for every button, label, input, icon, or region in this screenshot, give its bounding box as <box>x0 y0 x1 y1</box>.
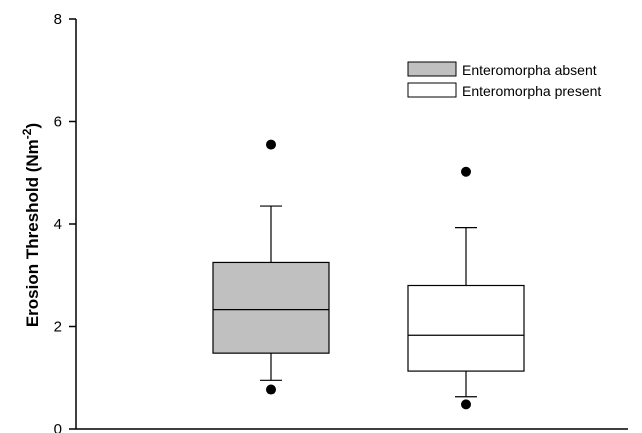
legend-label: Enteromorpha present <box>462 83 601 99</box>
y-axis-title: Erosion Threshold (Nm-2) <box>20 123 42 327</box>
y-tick-label: 2 <box>54 319 62 336</box>
outlier-point <box>266 384 276 395</box>
box-2 <box>407 166 525 410</box>
y-tick-label: 8 <box>54 11 62 28</box>
y-axis-title-superscript: -2 <box>20 128 34 139</box>
legend-item: Enteromorpha present <box>407 82 601 99</box>
legend-item: Enteromorpha absent <box>407 61 597 78</box>
outlier-point <box>266 139 276 150</box>
box-1 <box>212 139 330 395</box>
y-tick-label: 4 <box>54 216 62 233</box>
legend-swatch <box>407 61 457 77</box>
box-iqr <box>407 284 525 372</box>
legend: Enteromorpha absent Enteromorpha present <box>407 61 601 99</box>
box-iqr <box>212 261 330 354</box>
outlier-point <box>461 166 471 177</box>
plot-area <box>212 139 525 410</box>
y-tick-label: 0 <box>54 421 62 433</box>
y-tick-label: 6 <box>54 114 62 131</box>
legend-label: Enteromorpha absent <box>462 62 597 78</box>
legend-swatch <box>407 82 457 98</box>
y-axis: 0 2 4 6 8 <box>54 11 628 433</box>
outlier-point <box>461 399 471 410</box>
